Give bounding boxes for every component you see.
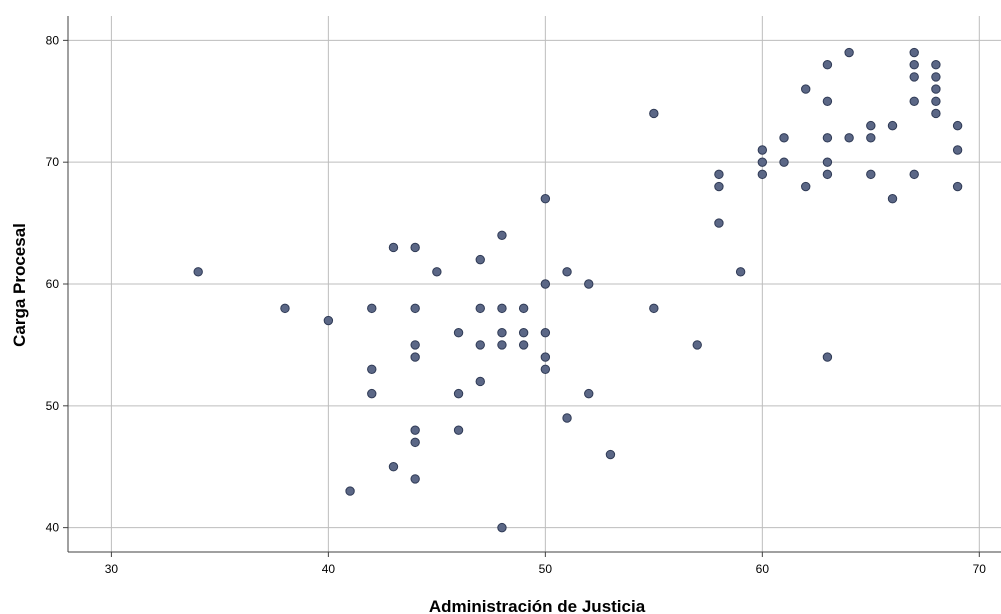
data-point — [497, 230, 507, 240]
data-points — [193, 47, 963, 533]
data-point — [844, 47, 854, 58]
data-point — [518, 303, 529, 314]
data-point — [714, 169, 724, 180]
data-point — [540, 328, 551, 338]
data-point — [887, 120, 898, 131]
data-point — [757, 145, 768, 155]
data-point — [866, 120, 876, 131]
data-point — [822, 157, 833, 167]
data-point — [584, 279, 594, 289]
data-point — [410, 425, 420, 435]
data-point — [952, 120, 963, 131]
data-point — [475, 303, 485, 314]
data-point — [757, 157, 768, 167]
data-point — [735, 267, 746, 277]
data-point — [475, 340, 485, 350]
data-point — [801, 181, 811, 192]
data-point — [866, 133, 876, 143]
data-point — [540, 364, 551, 374]
data-point — [714, 218, 724, 228]
data-point — [432, 267, 442, 277]
data-point — [497, 328, 507, 338]
data-point — [844, 133, 854, 143]
data-point — [367, 388, 377, 399]
data-point — [952, 181, 963, 192]
data-point — [518, 328, 529, 338]
y-tick-label: 50 — [46, 399, 60, 413]
data-point — [931, 84, 941, 94]
data-point — [822, 352, 833, 362]
x-tick-label: 60 — [756, 562, 770, 576]
data-point — [757, 169, 768, 180]
data-point — [345, 486, 355, 496]
data-point — [822, 169, 833, 180]
data-point — [453, 425, 464, 435]
x-tick-label: 30 — [105, 562, 119, 576]
data-point — [822, 96, 833, 106]
data-point — [866, 169, 876, 180]
y-tick-label: 40 — [46, 521, 60, 535]
data-point — [779, 157, 789, 167]
axes — [63, 16, 1001, 557]
data-point — [323, 315, 334, 326]
data-point — [909, 47, 919, 58]
data-point — [887, 194, 898, 204]
data-point — [518, 340, 529, 350]
data-point — [931, 60, 941, 70]
data-point — [605, 449, 616, 460]
data-point — [779, 133, 789, 143]
data-point — [822, 133, 833, 143]
data-point — [649, 303, 659, 314]
x-tick-label: 50 — [539, 562, 553, 576]
data-point — [410, 340, 420, 350]
data-point — [909, 169, 919, 180]
data-point — [475, 376, 485, 387]
data-point — [410, 352, 420, 362]
x-tick-label: 70 — [973, 562, 987, 576]
data-point — [497, 340, 507, 350]
data-point — [714, 181, 724, 192]
data-point — [909, 96, 919, 106]
data-point — [540, 352, 551, 362]
data-point — [584, 388, 594, 399]
data-point — [453, 388, 464, 399]
data-point — [453, 328, 464, 338]
data-point — [909, 60, 919, 70]
data-point — [388, 462, 399, 472]
data-point — [540, 194, 551, 204]
data-point — [692, 340, 702, 350]
data-point — [540, 279, 551, 289]
data-point — [562, 267, 572, 277]
data-point — [280, 303, 290, 314]
x-axis-title: Administración de Justicia — [429, 597, 646, 614]
x-tick-label: 40 — [322, 562, 336, 576]
y-tick-label: 80 — [46, 33, 60, 47]
data-point — [410, 437, 420, 448]
data-point — [562, 413, 572, 423]
data-point — [388, 242, 399, 253]
data-point — [931, 96, 941, 106]
data-point — [497, 522, 507, 533]
data-point — [497, 303, 507, 314]
tick-labels: 30 40 50 60 70 40 50 60 70 80 — [46, 33, 987, 576]
y-axis-title: Carga Procesal — [10, 223, 29, 347]
data-point — [475, 254, 485, 265]
data-point — [410, 242, 420, 253]
data-point — [367, 303, 377, 314]
y-tick-label: 70 — [46, 155, 60, 169]
data-point — [410, 474, 420, 484]
data-point — [649, 108, 659, 119]
data-point — [801, 84, 811, 94]
data-point — [410, 303, 420, 314]
data-point — [909, 72, 919, 82]
data-point — [367, 364, 377, 374]
data-point — [931, 72, 941, 82]
y-tick-label: 60 — [46, 277, 60, 291]
data-point — [193, 267, 203, 277]
data-point — [822, 60, 833, 70]
data-point — [952, 145, 963, 155]
data-point — [931, 108, 941, 119]
